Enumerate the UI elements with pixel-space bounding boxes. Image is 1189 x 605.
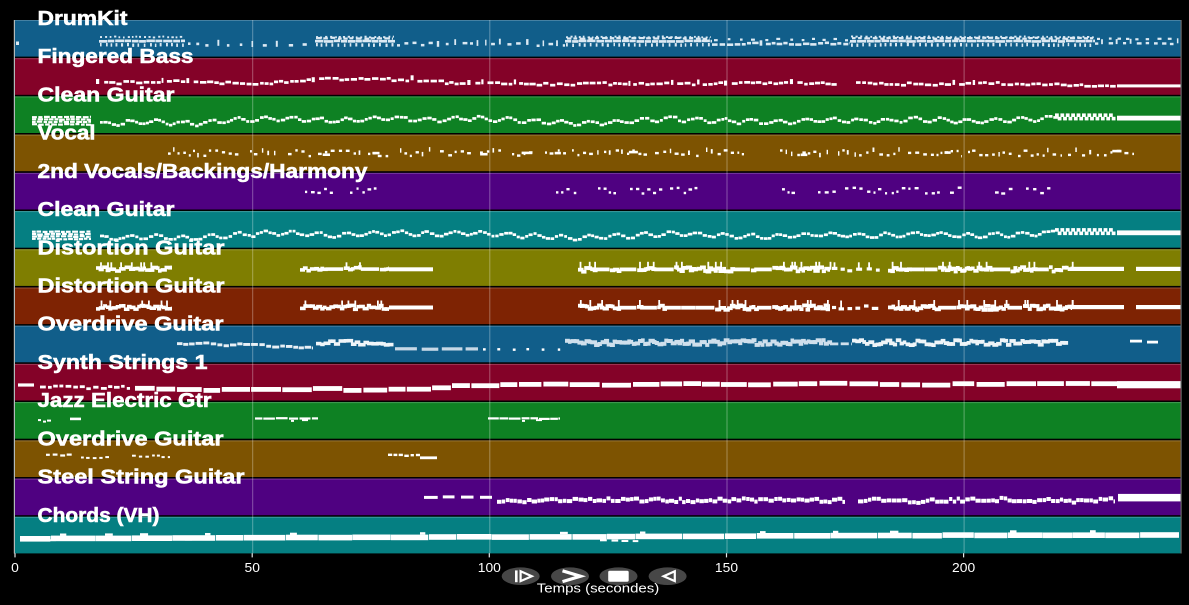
svg-text:Overdrive Guitar: Overdrive Guitar — [38, 314, 224, 336]
svg-text:Temps (secondes): Temps (secondes) — [537, 580, 660, 595]
svg-text:Steel String Guitar: Steel String Guitar — [38, 467, 245, 489]
svg-text:Fingered Bass: Fingered Bass — [38, 46, 194, 68]
svg-text:50: 50 — [245, 561, 260, 575]
svg-text:0: 0 — [11, 561, 19, 575]
svg-text:Synth Strings 1: Synth Strings 1 — [38, 352, 208, 374]
svg-text:Clean Guitar: Clean Guitar — [38, 84, 175, 106]
svg-text:Distortion Guitar: Distortion Guitar — [38, 276, 225, 298]
svg-text:2nd Vocals/Backings/Harmony: 2nd Vocals/Backings/Harmony — [38, 161, 369, 183]
svg-text:Distortion Guitar: Distortion Guitar — [38, 237, 225, 259]
svg-text:200: 200 — [952, 561, 975, 575]
svg-text:150: 150 — [715, 561, 738, 575]
svg-text:Overdrive Guitar: Overdrive Guitar — [38, 428, 224, 450]
svg-text:Clean Guitar: Clean Guitar — [38, 199, 175, 221]
svg-text:Chords (VH): Chords (VH) — [38, 505, 160, 527]
svg-text:Jazz Electric Gtr: Jazz Electric Gtr — [38, 390, 212, 412]
svg-text:100: 100 — [478, 561, 501, 575]
svg-text:Vocal: Vocal — [38, 123, 96, 145]
svg-text:DrumKit: DrumKit — [38, 8, 128, 30]
